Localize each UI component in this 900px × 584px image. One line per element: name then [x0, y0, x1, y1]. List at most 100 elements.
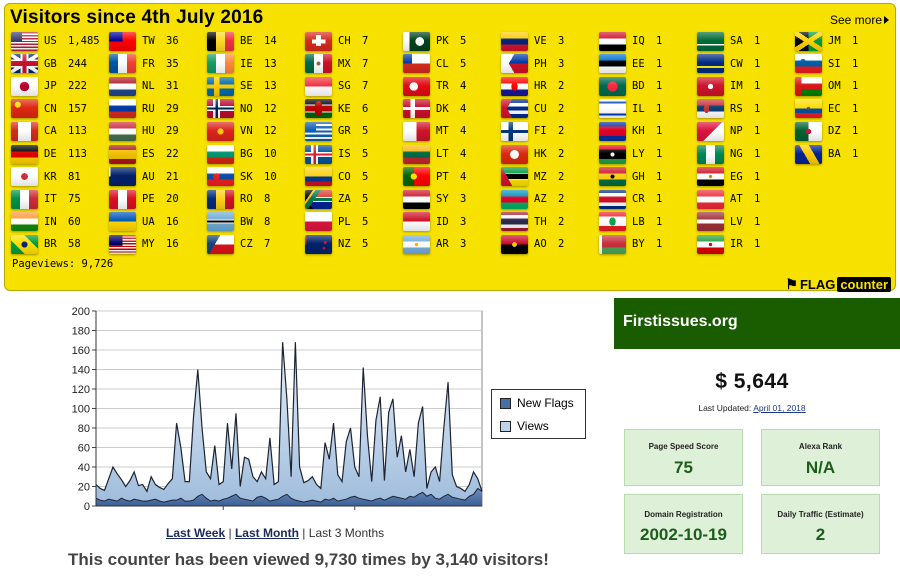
flag-entry-de[interactable]: DE 113: [11, 144, 87, 164]
flag-entry-lv[interactable]: LV 1: [697, 212, 760, 232]
flag-entry-cz[interactable]: CZ 7: [207, 234, 270, 254]
flag-entry-vn[interactable]: VN 12: [207, 121, 277, 141]
country-code: MT: [436, 125, 449, 138]
flag-entry-cu[interactable]: CU 2: [501, 99, 564, 119]
flag-entry-nz[interactable]: NZ 5: [305, 234, 368, 254]
flag-entry-ua[interactable]: UA 16: [109, 212, 179, 232]
visitor-count: 3: [460, 215, 467, 228]
flag-entry-in[interactable]: IN 60: [11, 212, 81, 232]
flag-entry-jp[interactable]: JP 222: [11, 76, 87, 96]
flag-entry-dk[interactable]: DK 4: [403, 99, 466, 119]
country-code: LY: [632, 148, 645, 160]
flag-entry-se[interactable]: SE 13: [207, 76, 277, 96]
flag-entry-es[interactable]: ES 22: [109, 144, 179, 164]
flag-entry-ee[interactable]: EE 1: [599, 54, 662, 74]
last-updated-date-link[interactable]: April 01, 2018: [753, 403, 806, 413]
flag-entry-th[interactable]: TH 2: [501, 212, 564, 232]
flag-entry-co[interactable]: CO 5: [305, 167, 368, 187]
flag-entry-il[interactable]: IL 1: [599, 99, 662, 119]
flag-sy-icon: [403, 189, 430, 209]
flag-entry-bg[interactable]: BG 10: [207, 144, 277, 164]
flag-entry-nl[interactable]: NL 31: [109, 76, 179, 96]
flag-entry-np[interactable]: NP 1: [697, 121, 760, 141]
flag-entry-tw[interactable]: TW 36: [109, 31, 179, 51]
flag-entry-ba[interactable]: BA 1: [795, 144, 858, 164]
flag-entry-sk[interactable]: SK 10: [207, 167, 277, 187]
flag-entry-br[interactable]: BR 58: [11, 234, 81, 254]
flag-entry-hr[interactable]: HR 2: [501, 76, 564, 96]
flag-entry-hk[interactable]: HK 2: [501, 144, 564, 164]
flag-entry-kh[interactable]: KH 1: [599, 121, 662, 141]
flag-entry-kr[interactable]: KR 81: [11, 167, 81, 187]
flag-entry-au[interactable]: AU 21: [109, 167, 179, 187]
flag-entry-ca[interactable]: CA 113: [11, 121, 87, 141]
last-month-link[interactable]: Last Month: [234, 526, 299, 540]
visitor-count: 7: [362, 57, 369, 70]
flag-entry-ao[interactable]: AO 2: [501, 234, 564, 254]
flag-entry-ie[interactable]: IE 13: [207, 54, 277, 74]
flag-entry-pk[interactable]: PK 5: [403, 31, 466, 51]
see-more-link[interactable]: See more: [830, 13, 889, 27]
flag-entry-cr[interactable]: CR 1: [599, 189, 662, 209]
flag-entry-it[interactable]: IT 75: [11, 189, 81, 209]
flag-entry-sy[interactable]: SY 3: [403, 189, 466, 209]
flag-entry-eg[interactable]: EG 1: [697, 167, 760, 187]
flag-entry-bw[interactable]: BW 8: [207, 212, 270, 232]
flag-at-icon: [697, 189, 724, 209]
flag-entry-ke[interactable]: KE 6: [305, 99, 368, 119]
flag-entry-is[interactable]: IS 5: [305, 144, 368, 164]
flag-entry-us[interactable]: US 1,485: [11, 31, 100, 51]
flag-entry-ch[interactable]: CH 7: [305, 31, 368, 51]
flag-entry-cn[interactable]: CN 157: [11, 99, 87, 119]
flag-entry-ir[interactable]: IR 1: [697, 234, 760, 254]
flag-entry-by[interactable]: BY 1: [599, 234, 662, 254]
flag-entry-pl[interactable]: PL 5: [305, 212, 368, 232]
visitor-count: 4: [460, 170, 467, 183]
flag-entry-ru[interactable]: RU 29: [109, 99, 179, 119]
flag-entry-id[interactable]: ID 3: [403, 212, 466, 232]
flag-entry-no[interactable]: NO 12: [207, 99, 277, 119]
flag-entry-ly[interactable]: LY 1: [599, 144, 662, 164]
flag-entry-tr[interactable]: TR 4: [403, 76, 466, 96]
flag-entry-cw[interactable]: CW 1: [697, 54, 760, 74]
flag-entry-pt[interactable]: PT 4: [403, 167, 466, 187]
flag-entry-pe[interactable]: PE 20: [109, 189, 179, 209]
flag-entry-gb[interactable]: GB 244: [11, 54, 87, 74]
flag-entry-im[interactable]: IM 1: [697, 76, 760, 96]
flag-entry-bd[interactable]: BD 1: [599, 76, 662, 96]
flag-entry-lt[interactable]: LT 4: [403, 144, 466, 164]
flag-entry-sa[interactable]: SA 1: [697, 31, 760, 51]
flag-entry-ar[interactable]: AR 3: [403, 234, 466, 254]
flag-entry-iq[interactable]: IQ 1: [599, 31, 662, 51]
flag-entry-om[interactable]: OM 1: [795, 76, 858, 96]
flag-entry-gh[interactable]: GH 1: [599, 167, 662, 187]
flag-si-icon: [795, 54, 822, 74]
flag-entry-ph[interactable]: PH 3: [501, 54, 564, 74]
flag-entry-ro[interactable]: RO 8: [207, 189, 270, 209]
flag-entry-at[interactable]: AT 1: [697, 189, 760, 209]
flag-entry-jm[interactable]: JM 1: [795, 31, 858, 51]
flag-entry-sg[interactable]: SG 7: [305, 76, 368, 96]
flag-entry-fi[interactable]: FI 2: [501, 121, 564, 141]
flag-counter-logo[interactable]: ⚑ FLAG counter: [785, 276, 891, 292]
flag-entry-az[interactable]: AZ 2: [501, 189, 564, 209]
flag-entry-ng[interactable]: NG 1: [697, 144, 760, 164]
flag-entry-za[interactable]: ZA 5: [305, 189, 368, 209]
flag-entry-ve[interactable]: VE 3: [501, 31, 564, 51]
last-week-link[interactable]: Last Week: [166, 526, 226, 540]
flag-entry-fr[interactable]: FR 35: [109, 54, 179, 74]
flag-entry-rs[interactable]: RS 1: [697, 99, 760, 119]
flag-entry-my[interactable]: MY 16: [109, 234, 179, 254]
flag-entry-cl[interactable]: CL 5: [403, 54, 466, 74]
flag-entry-dz[interactable]: DZ 1: [795, 121, 858, 141]
flag-entry-mt[interactable]: MT 4: [403, 121, 466, 141]
flag-entry-be[interactable]: BE 14: [207, 31, 277, 51]
flag-entry-mx[interactable]: MX 7: [305, 54, 368, 74]
visitor-count: 8: [264, 193, 271, 206]
flag-entry-lb[interactable]: LB 1: [599, 212, 662, 232]
flag-entry-ec[interactable]: EC 1: [795, 99, 858, 119]
flag-entry-si[interactable]: SI 1: [795, 54, 858, 74]
flag-entry-hu[interactable]: HU 29: [109, 121, 179, 141]
flag-entry-mz[interactable]: MZ 2: [501, 167, 564, 187]
flag-entry-gr[interactable]: GR 5: [305, 121, 368, 141]
